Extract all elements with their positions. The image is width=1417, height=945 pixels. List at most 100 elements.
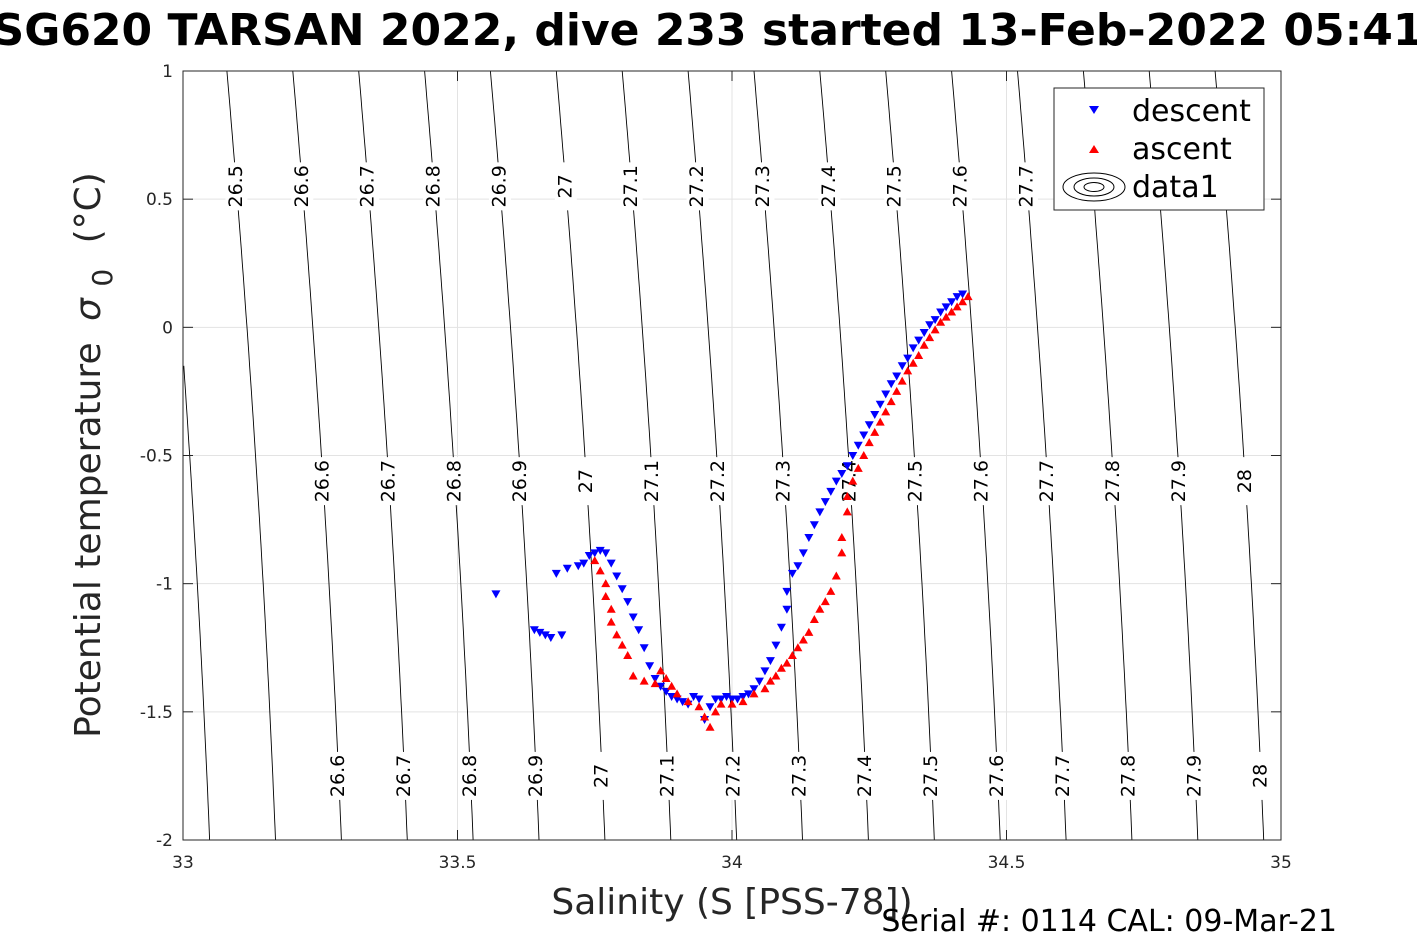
descent-point — [590, 549, 600, 558]
ascent-point — [897, 376, 907, 385]
ascent-point — [623, 650, 633, 659]
y-tick-label: 1 — [162, 62, 173, 82]
contour-label: 26.9 — [525, 755, 547, 797]
contour-label-gap — [327, 751, 350, 800]
contour-label-gap — [920, 751, 943, 800]
ascent-point — [941, 312, 951, 321]
descent-point — [831, 477, 841, 486]
descent-point — [551, 569, 561, 578]
x-tick-label: 35 — [1270, 853, 1292, 873]
ascent-point — [925, 333, 935, 342]
descent-point — [562, 564, 572, 573]
descent-point — [584, 551, 594, 560]
ascent-point — [864, 438, 874, 447]
ascent-point — [590, 556, 600, 565]
contour-label-gap — [459, 751, 482, 800]
ascent-point — [837, 533, 847, 542]
descent-point — [952, 293, 962, 302]
ascent-point — [870, 427, 880, 436]
serial-cal-note: Serial #: 0114 CAL: 09-Mar-21 — [881, 904, 1337, 939]
ascent-point — [930, 325, 940, 334]
ascent-point — [661, 674, 671, 683]
y-tick-label: -1.5 — [140, 703, 173, 723]
contour-label-gap — [1052, 751, 1075, 800]
ascent-point — [848, 476, 858, 485]
contour-label: 27.5 — [884, 165, 906, 207]
chart-title: SG620 TARSAN 2022, dive 233 started 13-F… — [0, 5, 1417, 56]
y-axis-label: Potential temperature σ 0 (°C) — [68, 172, 121, 738]
contour-label-gap — [357, 162, 380, 211]
ascent-point — [936, 317, 946, 326]
descent-point — [776, 623, 786, 632]
contour-label-gap — [423, 162, 446, 211]
descent-point — [826, 487, 836, 496]
ascent-point — [919, 340, 929, 349]
ascent-point — [903, 366, 913, 375]
descent-point — [936, 308, 946, 317]
descent-point — [645, 662, 655, 671]
x-tick-label: 33.5 — [439, 853, 477, 873]
contour-label-gap — [970, 457, 993, 506]
ascent-point — [826, 586, 836, 595]
y-tick-label: -0.5 — [140, 447, 173, 467]
contour-label: 26.7 — [393, 755, 415, 797]
ascent-point — [705, 722, 715, 731]
descent-point — [672, 695, 682, 704]
contour-label: 28 — [1249, 764, 1271, 788]
ascent-point — [601, 591, 611, 600]
y-axis-ticks: -2 -1.5 -1 -0.5 0 0.5 1 — [140, 62, 1281, 851]
contour-label-gap — [854, 751, 877, 800]
descent-point — [930, 316, 940, 325]
descent-point — [743, 690, 753, 699]
descent-point — [612, 572, 622, 581]
contour-label-gap — [509, 457, 532, 506]
descent-point — [722, 692, 732, 701]
descent-point — [639, 644, 649, 653]
contour-label-gap — [1168, 457, 1191, 506]
descent-point — [804, 534, 814, 543]
contour-label-gap — [686, 162, 709, 211]
ascent-point — [650, 679, 660, 688]
svg-text:Potential temperature σ: Potential temperature σ 0 (°C) — [68, 172, 121, 738]
ascent-point — [831, 571, 841, 580]
contour-label: 27.5 — [920, 755, 942, 797]
descent-point — [842, 462, 852, 471]
ascent-point — [601, 579, 611, 588]
contour-label: 27.9 — [1184, 755, 1206, 797]
contour-label-gap — [377, 457, 400, 506]
contour-label-gap — [1118, 751, 1141, 800]
contour-label-gap — [1036, 457, 1059, 506]
contour-label-gap — [225, 162, 248, 211]
ascent-point — [815, 604, 825, 613]
descent-point — [595, 546, 605, 555]
ascent-point — [656, 666, 666, 675]
contour-label: 27.8 — [1118, 755, 1140, 797]
x-tick-label: 33 — [172, 853, 194, 873]
contour-label: 27.7 — [1052, 755, 1074, 797]
descent-point — [908, 344, 918, 353]
contour-label-gap — [1184, 751, 1207, 800]
contour-label: 27.4 — [854, 755, 876, 797]
y-axis-label-unit: (°C) — [68, 172, 109, 243]
descent-point — [667, 692, 677, 701]
descent-point — [754, 677, 764, 686]
descent-point — [689, 692, 699, 701]
contour-label: 26.5 — [225, 165, 247, 207]
contour-label: 27 — [591, 764, 613, 788]
legend-contour-icon — [1062, 172, 1126, 202]
descent-point — [771, 641, 781, 650]
descent-point — [897, 362, 907, 371]
ascent-point — [947, 307, 957, 316]
y-tick-label: -1 — [156, 575, 173, 595]
ascent-point — [694, 702, 704, 711]
contour-label-gap — [488, 162, 511, 211]
ascent-point — [820, 597, 830, 606]
descent-point — [914, 336, 924, 345]
descent-point — [947, 298, 957, 307]
contour-label-gap — [591, 751, 614, 800]
descent-point — [881, 390, 891, 399]
contour-label-gap — [443, 457, 466, 506]
x-tick-label: 34.5 — [988, 853, 1026, 873]
ascent-point — [963, 292, 973, 301]
contour-label: 27.1 — [657, 755, 679, 797]
